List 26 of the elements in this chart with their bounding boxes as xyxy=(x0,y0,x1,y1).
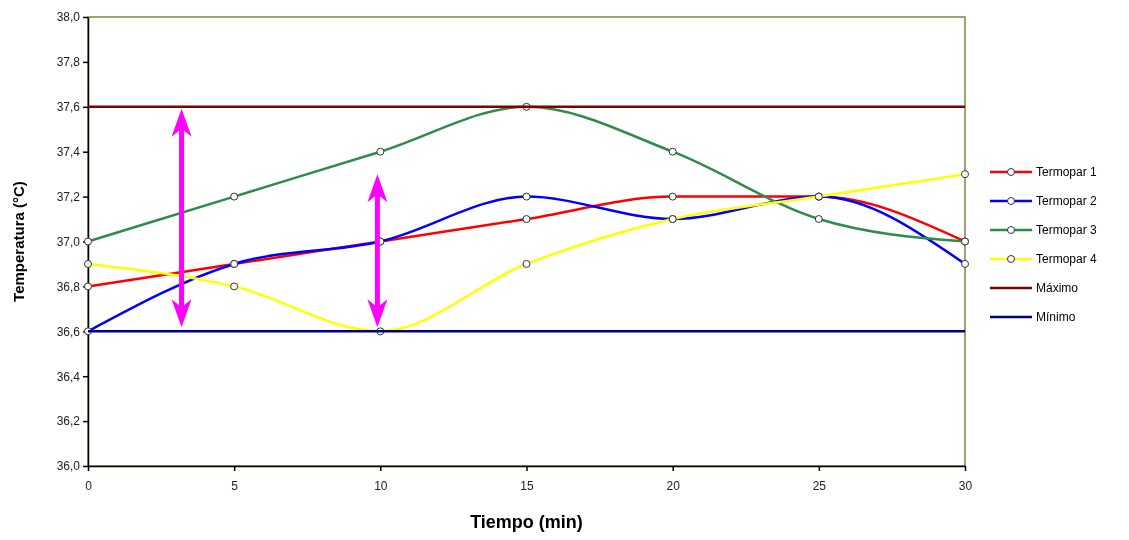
x-tick-label: 30 xyxy=(958,478,973,493)
y-tick-label: 36,6 xyxy=(56,324,81,339)
y-tick-label: 37,4 xyxy=(56,145,81,160)
x-axis-title: Tiempo (min) xyxy=(470,512,583,532)
legend-label: Termopar 1 xyxy=(1036,165,1098,179)
y-tick-label: 37,6 xyxy=(56,100,81,115)
y-axis-title: Temperatura (°C) xyxy=(10,181,27,302)
legend-label: Termopar 4 xyxy=(1036,252,1098,266)
y-tick-label: 37,0 xyxy=(56,234,81,249)
legend-label: Termopar 3 xyxy=(1036,223,1098,237)
y-tick-label: 37,2 xyxy=(56,189,81,204)
y-tick-label: 36,2 xyxy=(56,414,81,429)
x-tick-label: 25 xyxy=(812,478,827,493)
y-tick-label: 38,0 xyxy=(56,10,81,25)
legend-label: Máximo xyxy=(1036,281,1079,295)
x-tick-label: 0 xyxy=(85,478,93,493)
x-tick-label: 15 xyxy=(520,478,534,493)
y-tick-label: 36,0 xyxy=(56,459,81,474)
y-tick-label: 37,8 xyxy=(56,55,81,70)
y-tick-label: 36,4 xyxy=(56,369,81,384)
x-tick-label: 10 xyxy=(374,478,388,493)
x-tick-label: 5 xyxy=(231,478,239,493)
y-tick-label: 36,8 xyxy=(56,279,81,294)
legend-label: Termopar 2 xyxy=(1036,194,1098,208)
legend-label: Mínimo xyxy=(1036,310,1076,324)
x-tick-label: 20 xyxy=(666,478,681,493)
